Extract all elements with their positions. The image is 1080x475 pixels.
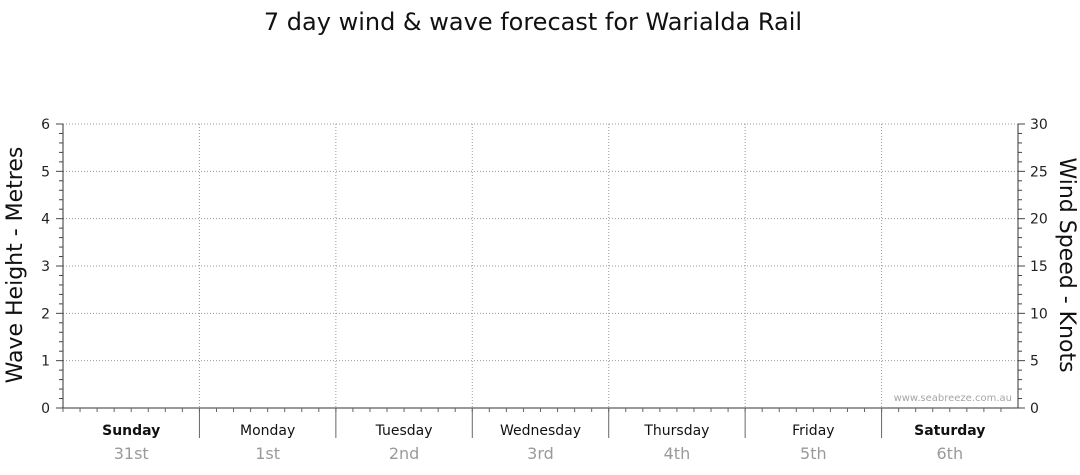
left-tick-label: 6 [41, 117, 50, 133]
left-axis-ticks: 0 1 2 3 4 5 6 [41, 117, 63, 417]
day-name-label: Monday [240, 423, 295, 439]
left-tick-label: 1 [41, 354, 50, 370]
day-date-label: 6th [936, 444, 963, 463]
left-tick-label: 0 [41, 401, 50, 417]
grid-lines [63, 123, 1018, 408]
day-date-label: 3rd [527, 444, 554, 463]
left-tick-label: 5 [41, 164, 50, 180]
right-axis-ticks: 0 5 10 15 20 25 30 [1018, 117, 1048, 417]
right-axis-label: Wind Speed - Knots [1054, 157, 1079, 372]
day-date-label: 1st [255, 444, 280, 463]
day-name-label: Tuesday [375, 423, 433, 439]
right-tick-label: 5 [1030, 354, 1039, 370]
chart-title: 7 day wind & wave forecast for Warialda … [264, 8, 802, 36]
day-date-label: 31st [114, 444, 149, 463]
left-tick-label: 3 [41, 259, 50, 275]
day-date-label: 4th [664, 444, 691, 463]
day-name-label: Wednesday [500, 423, 581, 439]
left-tick-label: 2 [41, 306, 50, 322]
right-tick-label: 10 [1030, 306, 1048, 322]
right-tick-label: 15 [1030, 259, 1048, 275]
day-date-label: 2nd [389, 444, 419, 463]
day-name-label: Sunday [102, 423, 160, 439]
day-name-label: Friday [792, 423, 834, 439]
day-name-label: Thursday [643, 423, 709, 439]
day-date-label: 5th [800, 444, 827, 463]
left-tick-label: 4 [41, 212, 50, 228]
watermark: www.seabreeze.com.au [894, 393, 1012, 404]
left-axis-label: Wave Height - Metres [3, 147, 28, 384]
day-name-label: Saturday [914, 423, 985, 439]
right-tick-label: 30 [1030, 117, 1048, 133]
right-tick-label: 20 [1030, 212, 1048, 228]
right-tick-label: 0 [1030, 401, 1039, 417]
day-labels: Sunday 31st Monday 1st Tuesday 2nd Wednesday 3r… [102, 423, 985, 463]
right-tick-label: 25 [1030, 164, 1048, 180]
